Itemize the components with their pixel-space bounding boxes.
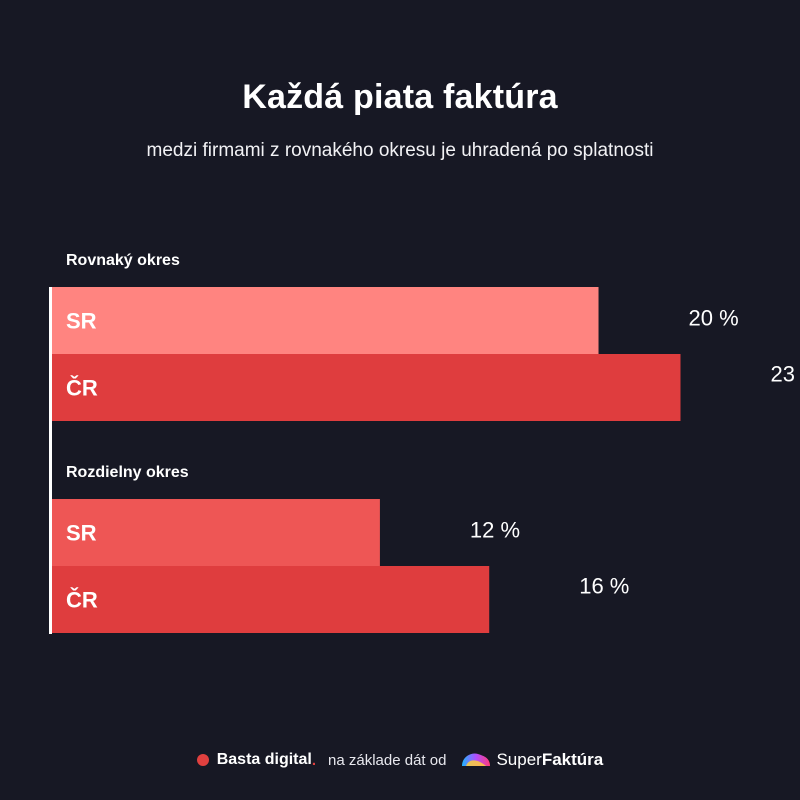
bar-rovnaky-sr	[52, 287, 599, 354]
superfaktura-brand-part2: Faktúra	[541, 750, 604, 769]
bar-category-label: ČR	[66, 588, 98, 613]
bar-rozdielny-sr	[52, 499, 380, 566]
bar-value-label: 23 %	[770, 362, 800, 387]
bar-rozdielny-cr	[52, 566, 490, 633]
bar-rovnaky-cr	[52, 354, 681, 421]
group-label-rovnaky-okres: Rovnaký okres	[66, 252, 180, 269]
basta-digital-brand-dot: .	[311, 751, 317, 769]
superfaktura-logo-icon	[462, 753, 491, 766]
group-label-rozdielny-okres: Rozdielny okres	[66, 464, 189, 481]
bar-value-label: 20 %	[689, 306, 739, 331]
bar-category-label: SR	[66, 521, 97, 546]
bar-group: SR 20 % ČR 23 % SR 12 % ČR 16 %	[52, 287, 800, 633]
basta-digital-brand: Basta digital	[216, 751, 312, 768]
chart-subtitle: medzi firmami z rovnakého okresu je uhra…	[146, 140, 654, 161]
bar-value-label: 16 %	[579, 574, 629, 599]
bar-category-label: SR	[66, 309, 97, 334]
bar-value-label: 12 %	[470, 518, 520, 543]
chart-title: Každá piata faktúra	[242, 78, 558, 116]
basta-logo-dot-icon	[196, 754, 209, 766]
footer: Basta digital . na základe dát od Super …	[0, 746, 800, 774]
bar-category-label: ČR	[66, 376, 98, 401]
footer-source-text: na základe dát od	[328, 751, 447, 769]
superfaktura-brand-part1: Super	[496, 750, 542, 769]
